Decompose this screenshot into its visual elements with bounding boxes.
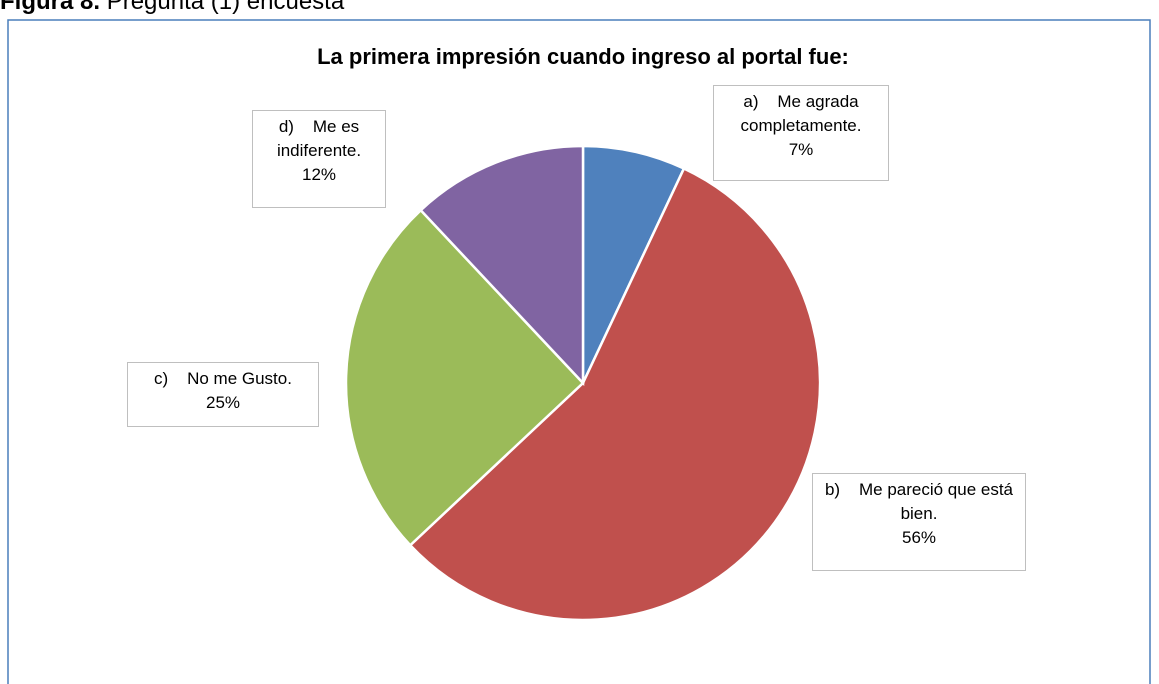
caption-number: Figura 8.	[0, 0, 101, 15]
chart-frame	[7, 19, 1151, 684]
value-label: 12%	[301, 165, 337, 184]
category-label: b) Me pareció que está bien.	[824, 480, 1018, 523]
pie-slice	[581, 144, 686, 384]
data-label: c) No me Gusto. 25%	[127, 362, 319, 427]
category-label: d) Me es indiferente.	[276, 117, 364, 160]
chart-title: La primera impresión cuando ingreso al p…	[317, 44, 849, 69]
pie-slice	[408, 166, 822, 622]
value-label: 25%	[205, 393, 241, 412]
data-label: b) Me pareció que está bien. 56%	[812, 473, 1026, 571]
pie-slice	[418, 144, 585, 387]
category-label: a) Me agrada completamente.	[740, 92, 864, 135]
value-label: 7%	[788, 140, 814, 159]
value-label: 56%	[901, 528, 937, 547]
caption-text: Pregunta (1) encuesta	[106, 0, 345, 15]
caption: Figura 8. Pregunta (1) encuesta	[0, 0, 344, 16]
data-label: a) Me agrada completamente. 7%	[713, 85, 889, 181]
pie-slice	[344, 208, 585, 548]
category-label: c) No me Gusto.	[154, 369, 292, 388]
data-label: d) Me es indiferente. 12%	[252, 110, 386, 208]
